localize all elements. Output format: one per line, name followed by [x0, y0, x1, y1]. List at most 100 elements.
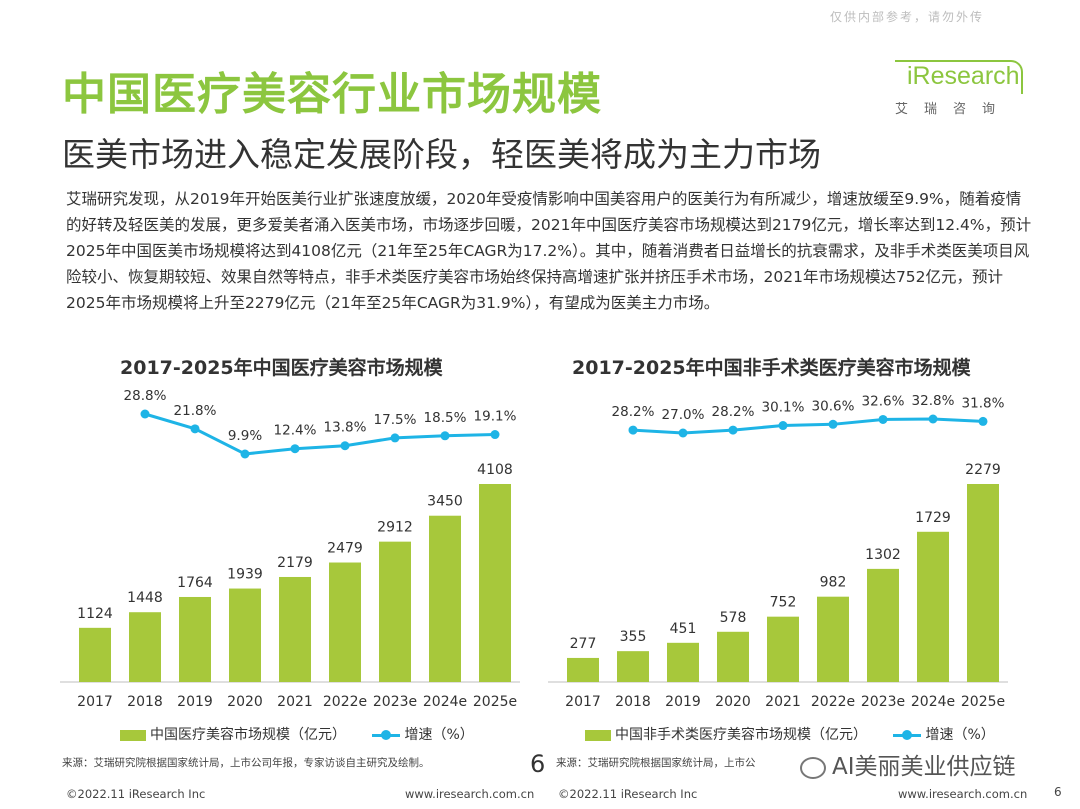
bar-value-label: 3450 [427, 494, 463, 510]
bar-value-label: 4108 [477, 462, 513, 478]
bar [817, 596, 849, 682]
bar [379, 541, 411, 682]
bar [129, 612, 161, 682]
bar [567, 657, 599, 682]
footer-copyright-right: ©2022.11 iResearch Inc [558, 787, 698, 801]
bar [329, 562, 361, 682]
x-tick-label: 2024e [911, 694, 955, 710]
iresearch-logo: iResearch 艾瑞咨询 [895, 58, 1025, 118]
bar [867, 568, 899, 682]
bar-value-label: 2279 [965, 462, 1001, 478]
x-tick-label: 2025e [473, 694, 517, 710]
chart2-legend: 中国非手术类医疗美容市场规模（亿元） 增速（%） [585, 724, 1017, 744]
bar [717, 631, 749, 682]
x-tick-label: 2019 [177, 694, 213, 710]
x-tick-label: 2017 [565, 694, 601, 710]
x-tick-label: 2019 [665, 694, 701, 710]
footer-url-right[interactable]: www.iresearch.com.cn [898, 787, 1028, 801]
chart2-title: 2017-2025年中国非手术类医疗美容市场规模 [572, 357, 971, 379]
growth-line [632, 417, 984, 435]
growth-point [490, 430, 500, 440]
legend-bar-label: 中国非手术类医疗美容市场规模（亿元） [615, 727, 867, 743]
bar-value-label: 1764 [177, 575, 213, 591]
legend-bar-label: 中国医疗美容市场规模（亿元） [150, 727, 346, 743]
bar-value-label: 1729 [915, 510, 951, 526]
x-tick-label: 2022e [323, 694, 367, 710]
growth-label: 12.4% [274, 423, 317, 439]
bar [767, 616, 799, 682]
legend-item-bar: 中国医疗美容市场规模（亿元） [120, 724, 346, 744]
bar [279, 576, 311, 682]
page-title: 中国医疗美容行业市场规模 [62, 69, 602, 120]
chart2-source: 来源：艾瑞研究院根据国家统计局，上市公 [556, 757, 756, 769]
growth-point [828, 419, 838, 429]
x-tick-label: 2023e [861, 694, 905, 710]
growth-label: 28.2% [612, 404, 655, 420]
growth-label: 13.8% [324, 420, 367, 436]
logo-subtitle: 艾瑞咨询 [895, 102, 1012, 117]
page-subtitle: 医美市场进入稳定发展阶段，轻医美将成为主力市场 [62, 135, 821, 174]
bar-value-label: 1124 [77, 606, 113, 622]
logo-name: iResearch [907, 62, 1020, 90]
bar [479, 484, 511, 682]
chart1-title: 2017-2025年中国医疗美容市场规模 [120, 357, 443, 379]
x-tick-label: 2018 [127, 694, 163, 710]
bar-value-label: 2179 [277, 555, 313, 571]
growth-label: 21.8% [174, 403, 217, 419]
growth-label: 18.5% [424, 410, 467, 426]
chart2-svg: 277 2017 355 2018 451 2019 578 2020 752 2021 982 20… [548, 393, 1008, 710]
x-tick-label: 2021 [765, 694, 801, 710]
bar-value-label: 277 [570, 636, 597, 652]
growth-point [290, 444, 300, 454]
bar-value-label: 355 [620, 629, 647, 645]
chart1-svg: 1124 2017 1448 2018 1764 2019 1939 2020 2179 2021… [60, 388, 520, 710]
growth-label: 32.8% [912, 393, 955, 409]
bar-value-label: 1302 [865, 547, 901, 563]
legend-bar-swatch [585, 729, 611, 741]
growth-point [978, 416, 988, 426]
x-tick-label: 2023e [373, 694, 417, 710]
bar-value-label: 451 [670, 621, 697, 637]
x-tick-label: 2020 [715, 694, 751, 710]
growth-label: 31.8% [962, 395, 1005, 411]
bar-value-label: 1448 [127, 590, 163, 606]
summary-paragraph: 艾瑞研究发现，从2019年开始医美行业扩张速度放缓，2020年受疫情影响中国美容… [66, 190, 1032, 312]
footer-page-number: 6 [1054, 785, 1062, 799]
bar [429, 515, 461, 682]
legend-line-label: 增速（%） [404, 727, 474, 743]
growth-label: 28.2% [712, 404, 755, 420]
x-tick-label: 2018 [615, 694, 651, 710]
legend-line-label: 增速（%） [925, 727, 995, 743]
bar-value-label: 752 [770, 595, 797, 611]
growth-point [728, 425, 738, 435]
x-tick-label: 2017 [77, 694, 113, 710]
growth-point [190, 424, 200, 434]
bar [617, 651, 649, 682]
footer-url-left[interactable]: www.iresearch.com.cn [405, 787, 535, 801]
bar [179, 596, 211, 682]
bar-value-label: 578 [720, 610, 747, 626]
growth-point [778, 421, 788, 431]
wechat-icon [800, 756, 826, 779]
bar [967, 484, 999, 682]
legend-line-swatch [893, 729, 922, 741]
x-tick-label: 2025e [961, 694, 1005, 710]
logo-frame [895, 60, 1023, 94]
legend-item-bar: 中国非手术类医疗美容市场规模（亿元） [585, 724, 867, 744]
wechat-watermark: AI美丽美业供应链 [800, 747, 1016, 781]
watermark: 仅供内部参考，请勿外传 [830, 10, 985, 24]
page-number-center: 6 [530, 750, 546, 778]
growth-label: 28.8% [124, 388, 167, 404]
growth-label: 30.1% [762, 400, 805, 416]
growth-line [144, 412, 496, 456]
footer-copyright-left: ©2022.11 iResearch Inc [66, 787, 206, 801]
bar-value-label: 982 [820, 575, 847, 591]
growth-label: 30.6% [812, 398, 855, 414]
growth-label: 32.6% [862, 393, 905, 409]
bar [229, 588, 261, 682]
chart1-source: 来源：艾瑞研究院根据国家统计局，上市公司年报，专家访谈自主研究及绘制。 [62, 757, 430, 769]
growth-label: 9.9% [228, 428, 262, 444]
growth-point [340, 441, 350, 451]
growth-point [878, 414, 888, 424]
growth-point [140, 409, 150, 419]
